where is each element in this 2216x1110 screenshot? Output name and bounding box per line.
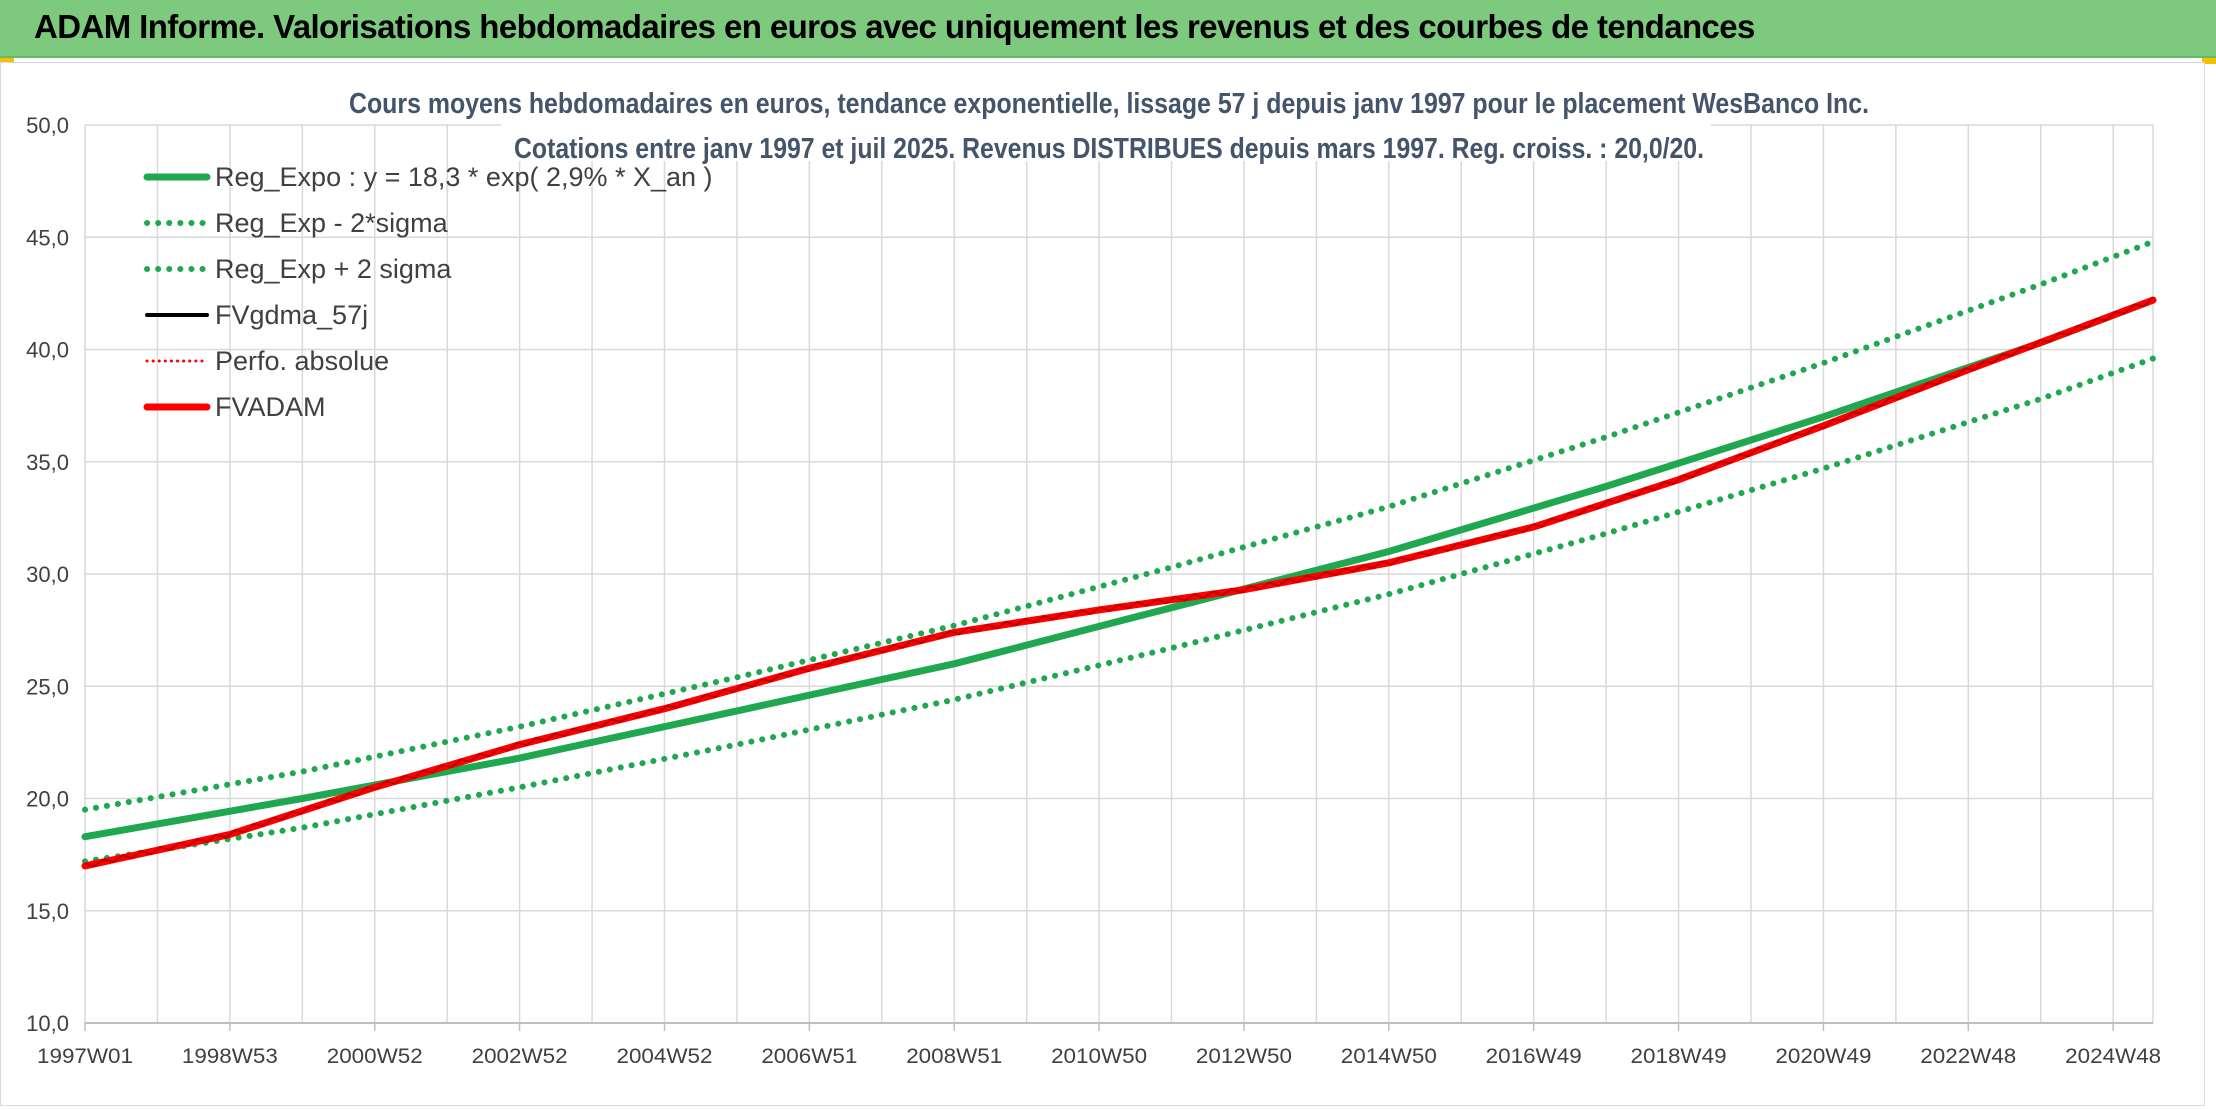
- legend-label-4: Perfo. absolue: [215, 346, 389, 376]
- chart-title-line-2: Cotations entre janv 1997 et juil 2025. …: [514, 133, 1704, 165]
- report-title: ADAM Informe. Valorisations hebdomadaire…: [34, 8, 1755, 45]
- legend-label-2: Reg_Exp + 2 sigma: [215, 254, 452, 284]
- x-tick-label: 2016W49: [1486, 1045, 1582, 1068]
- legend: Reg_Expo : y = 18,3 * exp( 2,9% * X_an )…: [143, 162, 713, 422]
- x-tick-label: 2000W52: [327, 1045, 423, 1068]
- x-tick-label: 2024W48: [2065, 1045, 2161, 1068]
- x-tick-label: 2020W49: [1775, 1045, 1871, 1068]
- series: [81, 238, 2157, 870]
- chart-title: Cours moyens hebdomadaires en euros, ten…: [331, 63, 1871, 165]
- x-tick-label: 2012W50: [1196, 1045, 1292, 1068]
- title-bg-1: [331, 63, 1871, 115]
- fvadam-texture: [84, 296, 2154, 868]
- corner-mark-top-right: [2202, 58, 2216, 64]
- chart-svg: 10,0 15,0 20,0 25,0 30,0 35,0 40,0 45,0 50,0 1997…: [26, 63, 2161, 1068]
- y-tick-label: 15,0: [26, 899, 69, 924]
- gridlines: [84, 124, 2154, 1024]
- x-tick-label: 2002W52: [472, 1045, 568, 1068]
- y-tick-label: 50,0: [26, 113, 69, 138]
- y-tick-label: 20,0: [26, 787, 69, 812]
- y-tick-label: 35,0: [26, 450, 69, 475]
- series-line-2: [82, 238, 2156, 813]
- legend-label-1: Reg_Exp - 2*sigma: [215, 208, 449, 238]
- y-tick-label: 10,0: [26, 1011, 69, 1036]
- x-tick-label: 2006W51: [761, 1045, 857, 1068]
- title-bg-2: [501, 115, 1711, 161]
- x-tick-label: 2004W52: [616, 1045, 712, 1068]
- y-tick-label: 30,0: [26, 562, 69, 587]
- series-line-0: [81, 296, 2157, 841]
- y-tick-label: 40,0: [26, 338, 69, 363]
- x-tick-label: 1997W01: [37, 1045, 133, 1068]
- legend-label-0: Reg_Expo : y = 18,3 * exp( 2,9% * X_an ): [215, 162, 713, 192]
- y-tick-label: 45,0: [26, 225, 69, 250]
- x-tick-label: 2010W50: [1051, 1045, 1147, 1068]
- axes: 10,0 15,0 20,0 25,0 30,0 35,0 40,0 45,0 50,0 1997…: [26, 113, 2161, 1068]
- legend-label-3: FVgdma_57j: [215, 300, 368, 330]
- series-line-4: [81, 296, 2157, 870]
- chart-frame: 10,0 15,0 20,0 25,0 30,0 35,0 40,0 45,0 50,0 1997…: [0, 62, 2205, 1106]
- series-line-1: [82, 355, 2156, 865]
- x-tick-label: 2018W49: [1631, 1045, 1727, 1068]
- x-tick-label: 2022W48: [1920, 1045, 2016, 1068]
- y-tick-label: 25,0: [26, 674, 69, 699]
- legend-label-5: FVADAM: [215, 392, 326, 422]
- x-tick-label: 2008W51: [906, 1045, 1002, 1068]
- chart-title-line-1: Cours moyens hebdomadaires en euros, ten…: [349, 88, 1869, 120]
- report-banner: ADAM Informe. Valorisations hebdomadaire…: [0, 0, 2216, 58]
- x-tick-label: 2014W50: [1341, 1045, 1437, 1068]
- corner-mark-top-left: [0, 58, 14, 64]
- x-tick-label: 1998W53: [182, 1045, 278, 1068]
